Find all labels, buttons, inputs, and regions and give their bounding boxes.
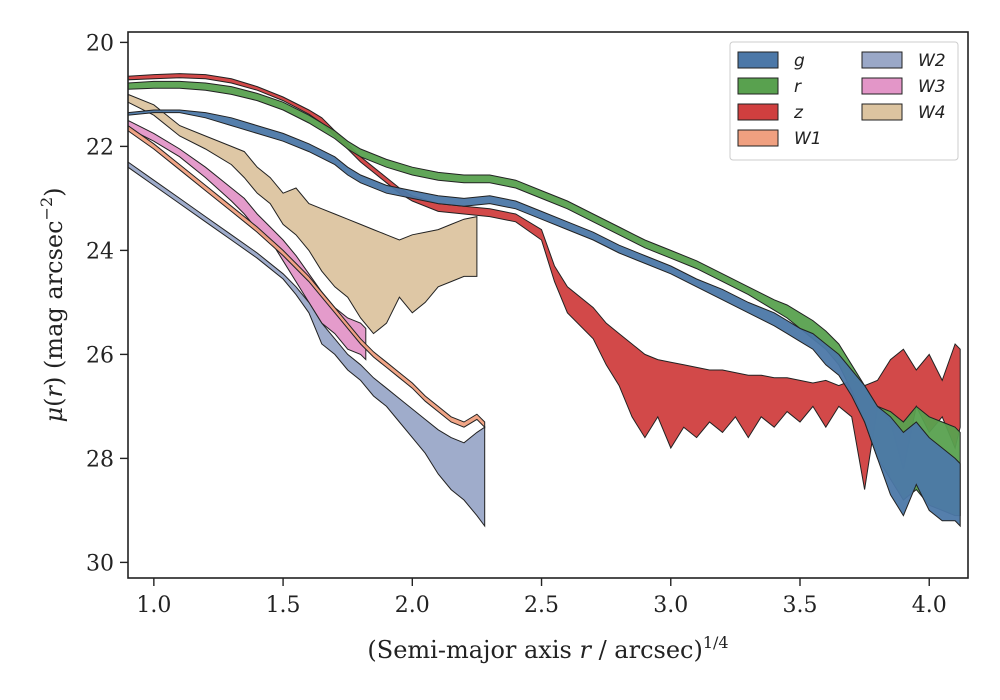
x-tick-label: 4.0	[912, 593, 947, 618]
y-axis-label: μ(r) (mag arcsec−2)	[37, 187, 68, 422]
y-tick-label: 28	[86, 447, 114, 472]
legend-swatch-z	[737, 103, 779, 121]
x-tick-label: 1.0	[136, 593, 171, 618]
y-axis-ticks: 20 22 24 26 28 30	[86, 31, 128, 576]
band-W4	[127, 93, 478, 335]
legend-box	[729, 41, 959, 161]
x-tick-label: 2.5	[524, 593, 559, 618]
y-tick-label: 26	[86, 343, 114, 368]
profile-bands	[127, 73, 961, 528]
legend: grz W1 W2 W3 W4	[729, 41, 959, 161]
legend-swatch-g	[737, 51, 779, 69]
legend-swatch-W3	[861, 77, 903, 95]
y-tick-label: 22	[86, 135, 114, 160]
y-tick-label: 24	[86, 239, 114, 264]
band-z	[127, 73, 961, 490]
x-tick-label: 3.5	[783, 593, 818, 618]
legend-label-W3: W3	[918, 77, 946, 97]
x-tick-label: 3.0	[653, 593, 688, 618]
legend-label-z: z	[793, 103, 804, 123]
band-W3	[127, 119, 367, 361]
legend-label-W4: W4	[918, 103, 946, 123]
x-axis-label: (Semi-major axis r / arcsec)1/4	[367, 633, 728, 664]
legend-label-W2: W2	[918, 51, 946, 71]
x-axis-ticks: 1.0 1.5 2.0 2.5 3.0 3.5 4.0	[136, 578, 947, 618]
y-tick-label: 30	[86, 551, 114, 576]
band-g	[127, 109, 961, 528]
plot-frame	[127, 31, 969, 579]
legend-swatch-W1	[737, 129, 779, 147]
band-W2	[127, 161, 486, 528]
x-tick-label: 2.0	[395, 593, 430, 618]
legend-swatch-r	[737, 77, 779, 95]
legend-label-W1: W1	[794, 129, 822, 149]
x-tick-label: 1.5	[266, 593, 301, 618]
band-W1	[127, 124, 486, 429]
legend-label-r: r	[794, 77, 802, 97]
y-tick-label: 20	[86, 31, 114, 56]
legend-label-g: g	[794, 51, 805, 71]
legend-swatch-W4	[861, 103, 903, 121]
legend-swatch-W2	[861, 51, 903, 69]
